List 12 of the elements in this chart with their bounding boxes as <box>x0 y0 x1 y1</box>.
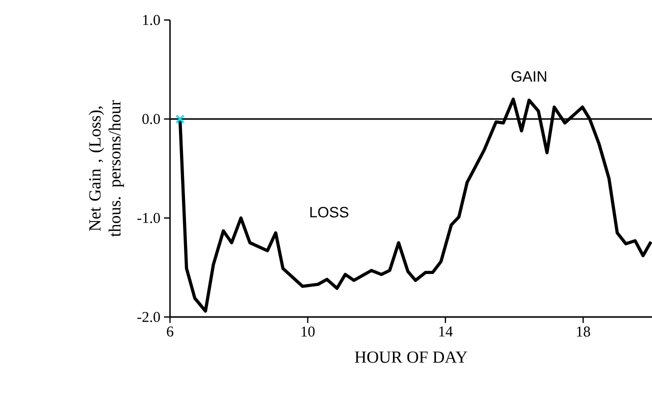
y-tick-label: 1.0 <box>143 14 160 26</box>
y-tick-label: 0.0 <box>142 114 160 124</box>
x-tick-label: 6 <box>166 326 174 337</box>
annotation: LOSS <box>310 206 348 218</box>
y-axis-title: Net Gain , (Loss), thous. persons/hour <box>88 100 124 237</box>
x-tick-label: 14 <box>439 326 453 336</box>
x-tick-label: 10 <box>302 326 315 337</box>
y-tick-label: -2.0 <box>137 312 160 322</box>
annotation: GAIN <box>512 71 546 82</box>
x-axis-title: HOUR OF DAY <box>354 351 468 363</box>
y-tick-label: -1.0 <box>137 212 160 224</box>
x-tick-label: 18 <box>576 326 590 337</box>
